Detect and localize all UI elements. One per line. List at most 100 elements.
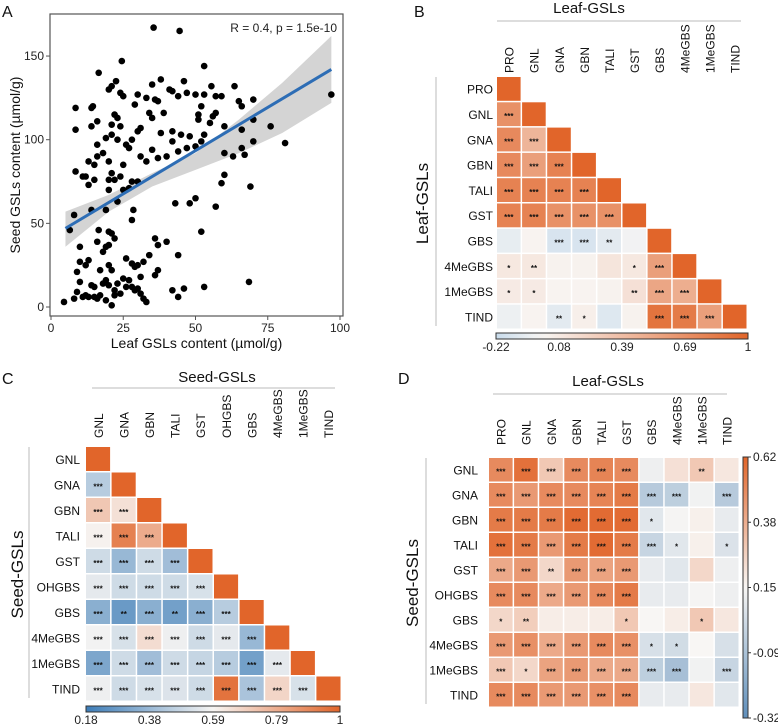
column-label: OHGBS (220, 395, 234, 438)
heatmap-cell (539, 608, 563, 632)
significance-mark: *** (170, 661, 180, 670)
column-label: GNA (117, 412, 131, 438)
heatmap-cell (137, 549, 162, 573)
significance-mark: * (650, 518, 654, 527)
column-label: GBN (570, 419, 584, 445)
data-point (108, 230, 115, 237)
heatmap-cell (622, 228, 647, 253)
significance-mark: *** (273, 661, 283, 670)
significance-mark: *** (622, 493, 632, 502)
heatmap-cell (664, 608, 689, 632)
significance-mark: *** (529, 137, 539, 146)
significance-mark: *** (504, 188, 514, 197)
significance-mark: *** (196, 610, 206, 619)
heatmap-cell (572, 203, 596, 228)
heatmap-cell (639, 533, 664, 557)
heatmap-cell (614, 558, 639, 582)
heatmap-cell (539, 683, 563, 707)
heatmap-cell (111, 472, 136, 497)
colorbar-tick-label: -0.22 (482, 340, 510, 354)
significance-mark: *** (521, 543, 531, 552)
heatmap-cell (622, 279, 647, 304)
x-tick-label: 75 (261, 321, 275, 335)
heatmap-leaf-leaf: Leaf-GSLs Leaf-GSLs PRO GNL GNA GBN TALI GST GBS… (413, 0, 752, 354)
x-tick-label: 0 (48, 321, 55, 335)
row-label: GBS (468, 234, 493, 248)
heatmap-cell (214, 574, 239, 599)
heatmap-cell (522, 178, 546, 202)
column-label: GST (628, 48, 642, 73)
heatmap-cell (86, 523, 111, 548)
data-point (281, 139, 289, 147)
column-label: TIND (720, 417, 734, 445)
significance-mark: *** (93, 533, 103, 542)
column-label: PRO (495, 419, 509, 445)
heatmap-cell (316, 676, 341, 701)
heatmap-cell (689, 533, 714, 557)
data-point (108, 302, 115, 309)
data-point (122, 255, 130, 262)
heatmap-cell (689, 633, 714, 657)
data-point (169, 138, 176, 145)
significance-mark: * (675, 543, 679, 552)
heatmap-cell (572, 228, 596, 253)
heatmap-cell (589, 608, 613, 632)
significance-mark: *** (119, 559, 129, 568)
scatter-panel: 0 25 50 75 100 0 50 100 150 Leaf GSLs content (µm… (7, 13, 350, 351)
heatmap-cell (664, 533, 689, 557)
data-point (163, 153, 170, 160)
heatmap-cell (564, 608, 588, 632)
heatmap-cell (188, 600, 213, 624)
heatmap-cell (497, 254, 521, 278)
significance-mark: *** (93, 610, 103, 619)
significance-mark: *** (119, 508, 129, 517)
heatmap-cell (639, 658, 664, 682)
row-label: OHGBS (435, 589, 478, 603)
significance-mark: *** (298, 686, 308, 695)
significance-mark: *** (647, 493, 657, 502)
x-axis-label: Leaf GSLs content (µmol/g) (111, 335, 282, 351)
heatmap-cell (497, 152, 521, 177)
data-point (137, 290, 144, 297)
heatmap-cell (522, 203, 546, 228)
significance-mark: *** (221, 686, 231, 695)
colorbar-tick-label: 0.62 (753, 450, 777, 464)
column-label: GBS (653, 48, 667, 73)
data-point (128, 216, 136, 224)
colorbar-tick-label: 0.59 (201, 713, 225, 724)
column-label: 4MeGBS (678, 24, 692, 73)
heatmap-cell (290, 676, 315, 701)
column-label: TIND (728, 45, 742, 73)
heatmap-cell (664, 558, 689, 582)
data-point (95, 226, 102, 234)
data-point (206, 119, 214, 127)
heatmap-cell (614, 608, 639, 632)
data-point (72, 168, 79, 175)
heatmap-cell (564, 533, 588, 557)
significance-mark: *** (597, 593, 607, 602)
column-label: TALI (603, 49, 617, 73)
data-point (197, 228, 205, 236)
heatmap-cell (522, 304, 546, 329)
data-point (108, 266, 115, 274)
data-point (145, 109, 153, 117)
significance-mark: *** (571, 568, 581, 577)
significance-mark: *** (597, 668, 607, 677)
data-point (137, 153, 144, 160)
significance-mark: *** (529, 188, 539, 197)
significance-mark: *** (622, 568, 632, 577)
heatmap-cell (162, 523, 187, 548)
significance-mark: *** (145, 661, 155, 670)
heatmap-cell (547, 127, 571, 152)
data-point (180, 285, 188, 292)
heatmap-cell (597, 203, 621, 228)
heatmap-cell (111, 651, 136, 675)
column-label: GNA (545, 419, 559, 445)
data-point (105, 176, 113, 184)
heatmap-cell (497, 77, 521, 101)
significance-mark: * (725, 543, 729, 552)
data-point (76, 243, 84, 251)
heatmap-cell (697, 304, 722, 329)
column-label: GST (620, 420, 634, 445)
panel-label-a: A (2, 4, 13, 21)
